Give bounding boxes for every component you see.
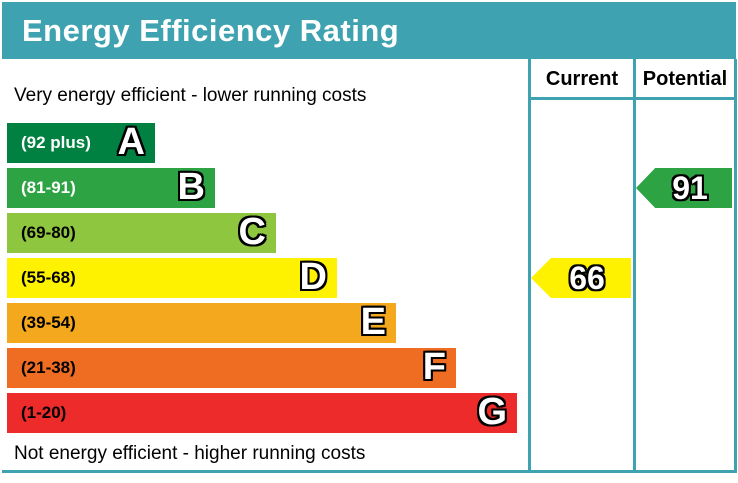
band-range: (39-54) — [21, 313, 76, 332]
band-g: (1-20) G — [7, 393, 517, 433]
band-range: (92 plus) — [21, 133, 91, 152]
band-range: (55-68) — [21, 268, 76, 287]
top-note: Very energy efficient - lower running co… — [14, 85, 367, 106]
band-letter: B — [177, 166, 205, 209]
table-border-bottom — [2, 470, 737, 473]
bottom-note: Not energy efficient - higher running co… — [14, 443, 366, 464]
header-underline — [528, 97, 737, 100]
band-range: (21-38) — [21, 358, 76, 377]
band-letter: G — [477, 391, 507, 434]
current-value: 66 — [569, 260, 605, 296]
chart-title-bar: Energy Efficiency Rating — [2, 2, 736, 59]
potential-value: 91 — [672, 170, 708, 206]
band-range: (69-80) — [21, 223, 76, 242]
band-letter: F — [422, 346, 446, 389]
chart-title: Energy Efficiency Rating — [22, 12, 400, 48]
band-a: (92 plus) A — [7, 123, 155, 163]
band-letter: A — [117, 121, 145, 164]
rating-bands: (92 plus) A (81-91) B (69-80) C (55-68) … — [7, 123, 517, 438]
band-range: (81-91) — [21, 178, 76, 197]
potential-arrow: 91 — [636, 168, 732, 208]
band-range: (1-20) — [21, 403, 67, 422]
table-border-left-of-current — [528, 59, 531, 473]
potential-column-header: Potential — [642, 68, 728, 90]
current-arrow: 66 — [531, 258, 631, 298]
current-column-header: Current — [545, 68, 619, 90]
band-letter: C — [238, 211, 266, 254]
table-border-left-of-potential — [633, 59, 636, 473]
band-e: (39-54) E — [7, 303, 396, 343]
band-b: (81-91) B — [7, 168, 215, 208]
band-f: (21-38) F — [7, 348, 456, 388]
band-letter: D — [299, 256, 327, 299]
band-letter: E — [360, 301, 386, 344]
band-d: (55-68) D — [7, 258, 337, 298]
table-border-right — [734, 59, 737, 473]
band-c: (69-80) C — [7, 213, 276, 253]
